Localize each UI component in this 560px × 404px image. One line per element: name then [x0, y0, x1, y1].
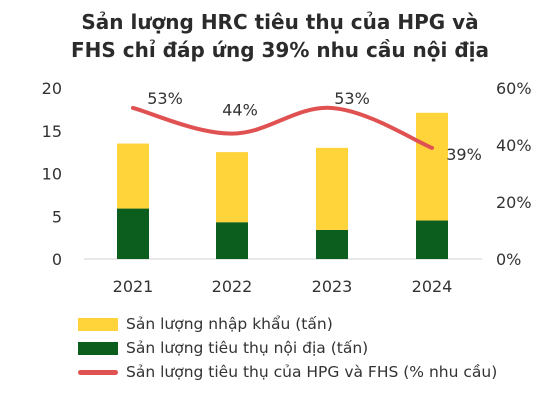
- legend-swatch-domestic: [78, 341, 118, 355]
- bar-import: [117, 143, 149, 209]
- line-data-label: 44%: [222, 101, 258, 120]
- y-tick-right: 20%: [496, 193, 532, 212]
- legend-label-domestic: Sản lượng tiêu thụ nội địa (tấn): [126, 339, 369, 357]
- y-tick-left: 5: [52, 207, 62, 226]
- bar-import: [316, 147, 348, 230]
- x-tick-label: 2024: [412, 277, 453, 296]
- line-data-label: 39%: [446, 145, 482, 164]
- bar-domestic: [216, 222, 248, 259]
- bar-import: [416, 112, 448, 221]
- line-data-label: 53%: [334, 89, 370, 108]
- line-data-label: 53%: [147, 89, 183, 108]
- bar-domestic: [117, 208, 149, 259]
- y-tick-right: 0%: [496, 250, 521, 269]
- legend-swatch-share: [78, 369, 118, 375]
- line-share: [131, 105, 434, 150]
- legend-label-share: Sản lượng tiêu thụ của HPG và FHS (% nhu…: [126, 363, 498, 381]
- chart-title-line-2: FHS chỉ đáp ứng 39% nhu cầu nội địa: [70, 38, 490, 62]
- legend-swatch-import: [78, 317, 118, 331]
- y-tick-left: 15: [42, 122, 62, 141]
- chart-title-line-1: Sản lượng HRC tiêu thụ của HPG và: [81, 10, 479, 34]
- bar-domestic: [416, 220, 448, 259]
- legend-item-domestic: Sản lượng tiêu thụ nội địa (tấn): [78, 336, 497, 360]
- chart-legend: Sản lượng nhập khẩu (tấn) Sản lượng tiêu…: [78, 312, 497, 384]
- y-tick-right: 40%: [496, 136, 532, 155]
- y-tick-left: 20: [42, 79, 62, 98]
- legend-label-import: Sản lượng nhập khẩu (tấn): [126, 315, 333, 333]
- y-tick-left: 10: [42, 165, 62, 184]
- x-tick-label: 2023: [312, 277, 353, 296]
- y-tick-left: 0: [52, 250, 62, 269]
- chart-title: Sản lượng HRC tiêu thụ của HPG và FHS ch…: [0, 8, 560, 64]
- y-tick-right: 60%: [496, 79, 532, 98]
- bar-import: [216, 152, 248, 223]
- bar-domestic: [316, 229, 348, 259]
- legend-item-share: Sản lượng tiêu thụ của HPG và FHS (% nhu…: [78, 360, 497, 384]
- x-tick-label: 2022: [212, 277, 253, 296]
- legend-item-import: Sản lượng nhập khẩu (tấn): [78, 312, 497, 336]
- x-tick-label: 2021: [113, 277, 154, 296]
